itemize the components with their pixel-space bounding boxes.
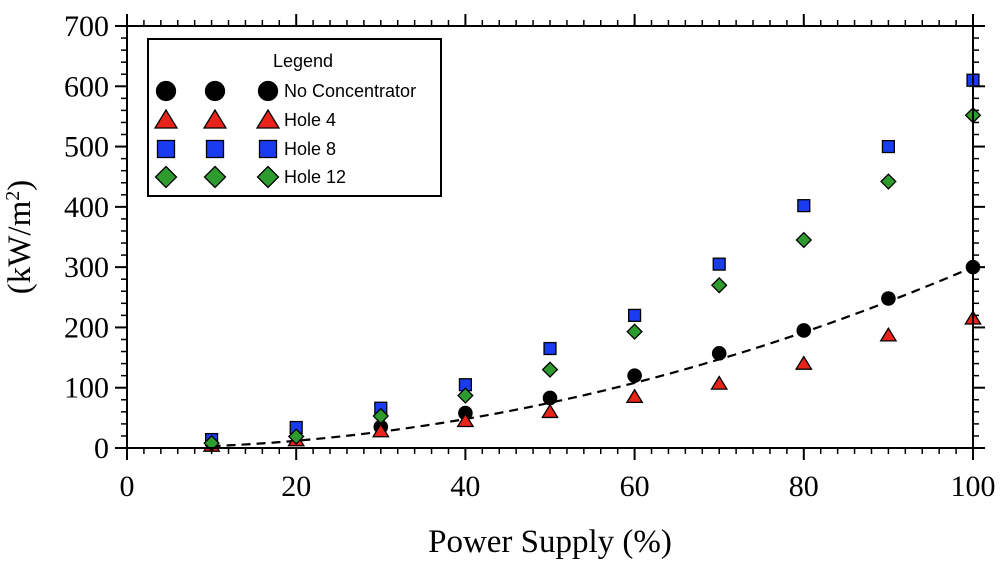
y-axis-title-main: (kW/m (2, 200, 38, 294)
data-point-triangle (794, 355, 813, 370)
y-tick-label: 300 (64, 251, 109, 284)
ticks-layer (115, 14, 985, 460)
legend-marker-triangle (153, 108, 179, 129)
data-point-diamond (880, 173, 897, 190)
data-point-square (797, 199, 811, 213)
y-tick-label: 100 (64, 372, 109, 405)
x-tick-label: 100 (951, 470, 996, 503)
data-point-triangle (456, 412, 475, 428)
legend-label: No Concentrator (284, 81, 416, 101)
legend-entry: Hole 12 (154, 165, 346, 189)
x-tick-label: 0 (120, 470, 135, 503)
data-point-triangle (625, 388, 644, 404)
legend-marker-diamond (154, 165, 178, 189)
data-point-diamond (541, 361, 559, 378)
data-point-diamond (457, 387, 474, 404)
data-point-circle (881, 291, 896, 306)
legend-entry: Hole 8 (156, 139, 336, 159)
y-tick-label: 700 (64, 10, 109, 43)
tick-labels-layer: 0 20 40 60 80 100 0 100 200 300 400 500 600 700 (64, 10, 996, 503)
y-tick-label: 500 (64, 131, 109, 164)
y-tick-label: 400 (64, 191, 109, 224)
fit-line-layer (211, 266, 974, 448)
series-no-concentrator (373, 259, 981, 435)
series-hole-12 (203, 106, 982, 452)
legend-label: Hole 12 (284, 167, 346, 187)
legend-marker-circle (204, 80, 226, 102)
data-point-diamond (795, 231, 813, 249)
data-point-square (543, 341, 557, 356)
legend-marker-triangle (255, 108, 281, 129)
data-point-diamond (626, 323, 643, 340)
x-tick-label: 60 (620, 470, 650, 503)
data-point-diamond (710, 276, 728, 294)
x-axis-title: Power Supply (%) (428, 524, 672, 560)
legend-marker-diamond (256, 165, 280, 189)
data-point-diamond (287, 428, 305, 445)
legend-marker-square (258, 139, 278, 159)
legend-box (147, 38, 442, 197)
y-tick-label: 600 (64, 70, 109, 103)
legend-marker-circle (155, 80, 177, 102)
data-point-triangle (710, 375, 729, 390)
x-tick-label: 40 (450, 470, 480, 503)
legend-entries: No Concentrator Hole 4 Hole 8 Hole 12 (153, 80, 416, 189)
legend-title: Legend (273, 51, 333, 71)
data-point-triangle (541, 403, 559, 419)
legend-marker-diamond (203, 165, 227, 189)
data-point-triangle (371, 422, 390, 438)
x-tick-label: 80 (789, 470, 819, 503)
legend-label: Hole 4 (284, 110, 336, 130)
data-point-circle (627, 368, 642, 383)
legend-marker-square (156, 139, 176, 159)
legend-entry: Hole 4 (153, 108, 336, 130)
y-axis-title: (kW/m2) (2, 180, 38, 294)
y-tick-label: 200 (64, 311, 109, 344)
data-point-circle (542, 390, 558, 406)
legend: Legend No Concentrator Hole 4 Hole 8 Hole 1… (147, 38, 442, 197)
legend-marker-circle (257, 80, 279, 102)
data-point-square (628, 308, 642, 322)
data-point-circle (711, 346, 727, 361)
data-point-square (881, 139, 896, 154)
y-axis-title-superscript: 2 (2, 191, 24, 201)
legend-entry: No Concentrator (155, 80, 416, 102)
data-point-triangle (879, 327, 898, 342)
legend-marker-square (205, 139, 225, 159)
y-tick-label: 0 (94, 432, 109, 465)
y-axis-title-close: ) (2, 180, 38, 191)
series-hole-4 (202, 310, 982, 452)
fit-line (211, 266, 974, 448)
data-point-circle (796, 323, 812, 338)
legend-label: Hole 8 (284, 139, 336, 159)
x-tick-label: 20 (281, 470, 311, 503)
legend-marker-triangle (202, 108, 228, 129)
data-point-square (712, 257, 726, 271)
data-point-diamond (372, 407, 390, 425)
